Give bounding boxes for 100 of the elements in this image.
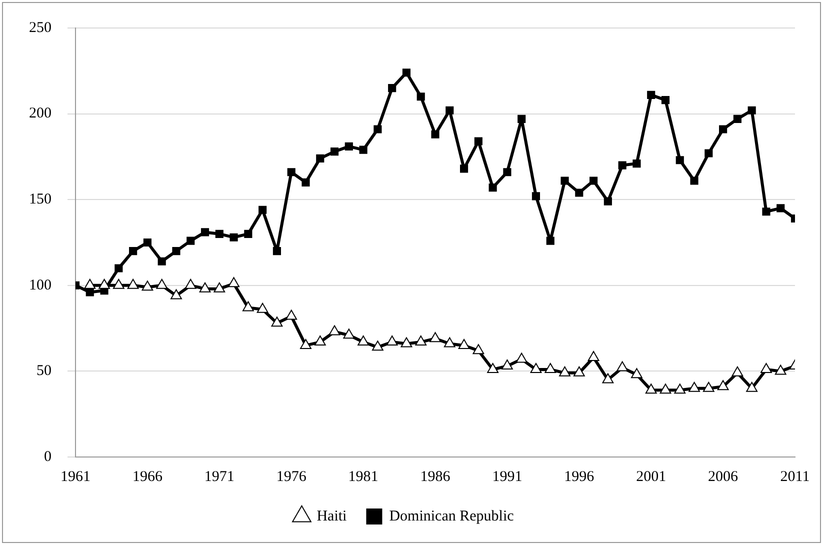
point — [386, 336, 398, 346]
point — [170, 289, 182, 300]
point — [430, 332, 441, 342]
point — [129, 247, 138, 256]
point — [258, 206, 267, 214]
point — [487, 362, 499, 373]
point — [416, 92, 425, 101]
point — [546, 236, 554, 245]
point — [300, 338, 312, 349]
x-tick-label: 1991 — [492, 468, 522, 485]
point — [474, 137, 482, 146]
point — [674, 384, 686, 394]
point — [530, 362, 542, 373]
x-tick-label: 1981 — [348, 468, 378, 485]
point — [590, 176, 598, 185]
point — [84, 278, 96, 289]
point — [230, 233, 238, 242]
point — [359, 146, 368, 154]
point — [302, 178, 310, 186]
point — [156, 278, 168, 289]
point — [733, 114, 742, 123]
point — [98, 278, 110, 289]
point — [602, 373, 614, 384]
point — [560, 176, 569, 185]
point — [271, 316, 283, 327]
point — [358, 336, 369, 346]
y-tick-label: 0 — [44, 448, 52, 465]
legend-label: Haiti — [316, 508, 347, 524]
point — [774, 364, 786, 375]
y-tick-label: 150 — [29, 192, 52, 208]
point — [242, 301, 254, 312]
x-tick-label: 1971 — [204, 468, 234, 485]
point — [502, 360, 513, 370]
x-tick-label: 1996 — [564, 468, 595, 485]
point — [732, 366, 744, 376]
x-tick-label: 2006 — [708, 468, 739, 485]
point — [503, 168, 512, 176]
point — [688, 382, 700, 392]
point — [676, 156, 684, 164]
point — [458, 338, 470, 349]
point — [719, 125, 728, 134]
point — [142, 280, 154, 291]
point — [746, 382, 758, 392]
point — [604, 197, 612, 206]
y-tick-label: 250 — [29, 20, 52, 36]
point — [544, 362, 556, 373]
y-tick-label: 50 — [36, 363, 52, 380]
point — [532, 192, 540, 200]
point — [184, 278, 196, 289]
x-tick-label: 1966 — [132, 468, 163, 485]
point — [472, 344, 484, 354]
point — [127, 278, 139, 289]
point — [431, 130, 440, 138]
point — [228, 277, 240, 288]
point — [660, 384, 672, 394]
point — [460, 164, 468, 173]
point — [704, 149, 713, 158]
point — [374, 125, 382, 134]
point — [618, 161, 626, 170]
point — [256, 302, 268, 313]
point — [400, 337, 412, 348]
point — [402, 68, 411, 77]
point — [372, 340, 384, 351]
point — [244, 230, 252, 238]
point — [200, 228, 210, 236]
point — [645, 384, 657, 394]
point — [488, 184, 497, 192]
point — [661, 96, 670, 104]
point — [314, 336, 326, 346]
point — [215, 230, 224, 238]
x-tick-label: 2001 — [636, 468, 666, 485]
point — [573, 366, 585, 376]
point — [86, 288, 94, 296]
point — [287, 168, 296, 176]
point — [632, 160, 641, 168]
point — [690, 176, 698, 185]
x-tick-label: 1986 — [420, 468, 451, 485]
point — [328, 325, 340, 336]
point — [776, 204, 785, 212]
point — [446, 106, 454, 114]
point — [112, 278, 124, 289]
point — [748, 106, 756, 114]
point — [114, 264, 123, 272]
point — [415, 336, 427, 346]
x-tick-label: 1961 — [60, 468, 90, 485]
point — [444, 337, 456, 348]
point — [199, 282, 211, 292]
point — [559, 366, 570, 376]
point — [760, 362, 772, 373]
point — [186, 236, 195, 245]
point — [616, 361, 628, 372]
point — [143, 238, 152, 247]
point — [272, 247, 281, 256]
x-tick-label: 1976 — [276, 468, 307, 485]
point — [647, 90, 656, 99]
y-tick-label: 200 — [29, 106, 52, 122]
x-tick-label: 2011 — [780, 468, 810, 485]
point — [214, 282, 226, 292]
point — [286, 310, 298, 320]
y-tick-label: 100 — [29, 277, 52, 294]
